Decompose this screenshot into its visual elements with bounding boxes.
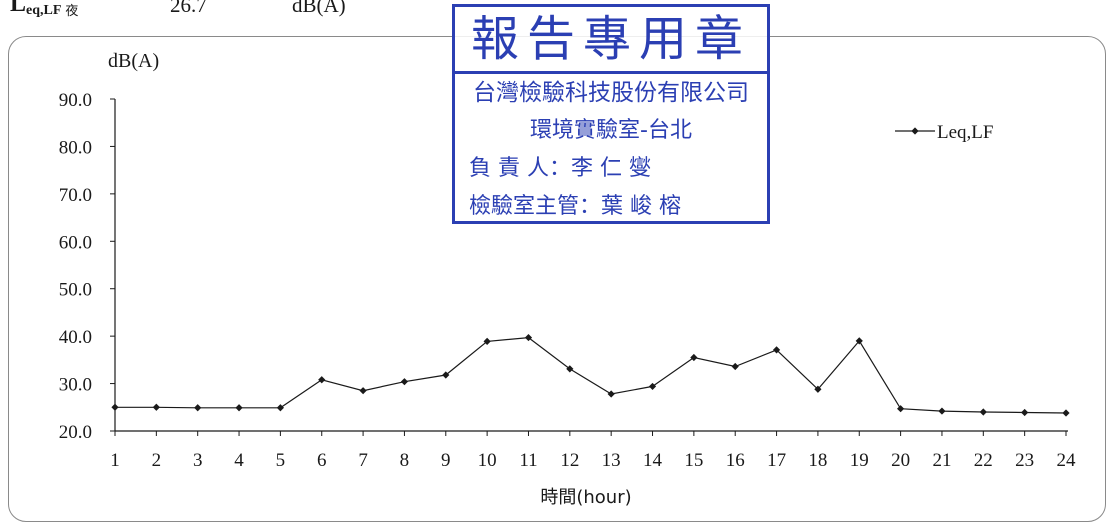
summary-label-sub: eq,LF [26,3,62,18]
series-line [115,336,1067,414]
data-point [938,407,946,415]
seal-lab: 環境實驗室-台北 [530,118,692,143]
x-tick-label: 10 [478,450,497,471]
y-axis-label: dB(A) [108,50,159,72]
x-tick-label: 5 [276,450,286,471]
x-tick-label: 21 [932,450,951,471]
x-tick-label: 16 [726,450,745,471]
x-tick-label: 19 [850,450,869,471]
y-tick-label: 20.0 [59,422,92,443]
x-tick-label: 7 [358,450,368,471]
data-point [814,385,822,393]
summary-period: 夜 [65,3,79,18]
x-tick-label: 3 [193,450,203,471]
x-tick-label: 9 [441,450,451,471]
legend: Leq,LF [895,122,993,143]
y-tick-label: 40.0 [59,327,92,348]
data-point [111,403,119,411]
x-tick-label: 20 [891,450,910,471]
data-point [566,365,574,373]
data-point [897,405,905,413]
x-tick-label: 1 [110,450,120,471]
seal-company: 台灣檢驗科技股份有限公司 [473,80,749,106]
x-tick-label: 13 [602,450,621,471]
legend-label: Leq,LF [937,122,993,143]
data-point [235,404,243,412]
seal-supervisor: 檢驗室主管：葉 峻 榕 [469,194,681,219]
legend-marker [911,127,919,135]
data-point [648,382,657,391]
series-group [111,333,1070,417]
data-point [607,390,615,398]
data-point [483,337,491,345]
data-point [979,408,987,416]
y-tick-label: 60.0 [59,232,92,253]
x-tick-label: 23 [1015,450,1034,471]
axes: 90.080.070.060.050.040.030.020.01 2 3 4 5 6 7 8… [59,90,1076,471]
summary-value: 26.7 [170,0,207,17]
data-point [1021,408,1029,417]
data-point [276,404,284,412]
y-tick-label: 90.0 [59,90,92,111]
x-axis-label: 時間(hour) [540,487,631,508]
x-tick-label: 4 [234,450,244,471]
data-point [318,376,326,384]
y-tick-label: 50.0 [59,280,92,301]
report-seal: 報告專用章 台灣檢驗科技股份有限公司 環境實驗室-台北 負 責 人：李 仁 燮 … [452,4,770,224]
data-point [855,337,863,345]
data-point [152,403,160,411]
data-point [359,387,367,395]
x-tick-label: 15 [684,450,703,471]
data-point [731,362,739,371]
data-point [772,346,781,354]
data-point [1062,409,1070,417]
summary-label-main: L [10,0,27,17]
x-tick-label: 2 [152,450,162,471]
x-tick-label: 6 [317,450,327,471]
data-point [442,371,450,379]
x-tick-label: 24 [1057,450,1077,471]
x-tick-label: 17 [767,450,786,471]
data-point [194,404,202,412]
summary-unit: dB(A) [292,0,346,17]
data-point [400,378,409,386]
x-tick-label: 14 [643,450,663,471]
x-tick-label: 11 [519,450,537,471]
x-tick-label: 12 [560,450,579,471]
y-tick-label: 80.0 [59,137,92,158]
seal-responsible: 負 責 人：李 仁 燮 [469,156,651,181]
x-tick-label: 8 [400,450,410,471]
y-tick-label: 70.0 [59,185,92,206]
seal-title: 報告專用章 [455,7,767,74]
data-point [690,353,698,362]
y-tick-label: 30.0 [59,375,92,396]
x-tick-label: 22 [974,450,993,471]
summary-line: Leq,LF 夜 26.7 dB(A) [10,0,346,19]
data-point [524,333,533,342]
summary-label: Leq,LF [10,0,62,18]
x-tick-label: 18 [808,450,827,471]
